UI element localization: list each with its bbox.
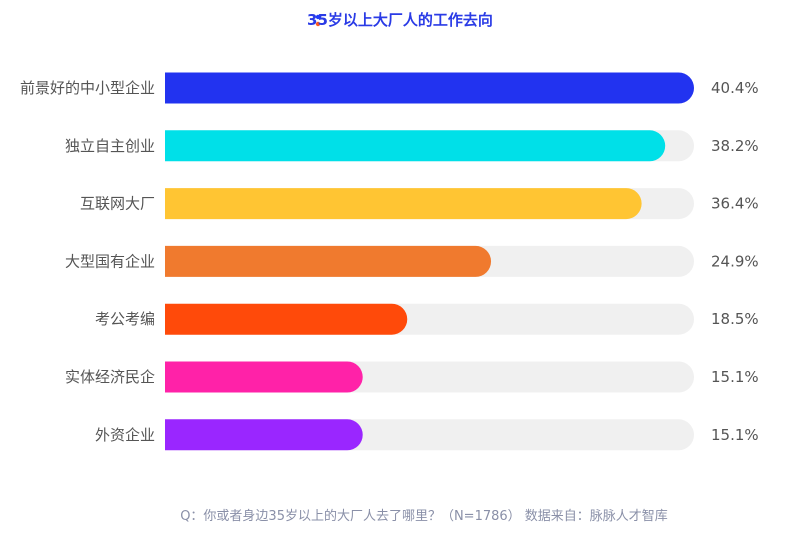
bar — [165, 188, 642, 220]
value-label: 40.4% — [711, 79, 759, 97]
category-label: 前景好的中小型企业 — [20, 79, 155, 97]
bar — [165, 245, 492, 277]
value-label: 24.9% — [711, 252, 759, 270]
category-label: 实体经济民企 — [65, 368, 155, 386]
bar — [165, 419, 363, 451]
value-label: 15.1% — [711, 368, 759, 386]
value-label: 38.2% — [711, 137, 759, 155]
bar — [165, 72, 694, 104]
bar-row: 互联网大厂 36.4% — [80, 188, 759, 220]
title-dot-bottom — [315, 21, 321, 27]
bar — [165, 303, 408, 335]
category-label: 考公考编 — [95, 310, 155, 328]
chart-title-group: 35岁以上大厂人的工作去向 — [307, 11, 493, 29]
value-label: 18.5% — [711, 310, 759, 328]
bar-row: 大型国有企业 24.9% — [65, 245, 759, 277]
bars-group: 前景好的中小型企业 40.4% 独立自主创业 38.2% 互联网大厂 36.4% 大型国有企… — [20, 72, 759, 451]
bar — [165, 361, 363, 393]
bar-row: 外资企业 15.1% — [95, 419, 759, 451]
value-label: 36.4% — [711, 195, 759, 213]
bar-row: 前景好的中小型企业 40.4% — [20, 72, 759, 104]
chart-title: 35岁以上大厂人的工作去向 — [307, 11, 493, 29]
category-label: 外资企业 — [95, 426, 155, 444]
category-label: 大型国有企业 — [65, 252, 155, 270]
bar-row: 考公考编 18.5% — [95, 303, 759, 335]
value-label: 15.1% — [711, 426, 759, 444]
title-dot-top — [315, 14, 321, 20]
category-label: 互联网大厂 — [80, 195, 155, 213]
bar-row: 实体经济民企 15.1% — [65, 361, 759, 393]
chart-footnote: Q：你或者身边35岁以上的大厂人去了哪里？（N=1786） 数据来自：脉脉人才智… — [180, 508, 668, 524]
bar-row: 独立自主创业 38.2% — [65, 130, 759, 162]
bar — [165, 130, 666, 162]
category-label: 独立自主创业 — [65, 137, 155, 155]
